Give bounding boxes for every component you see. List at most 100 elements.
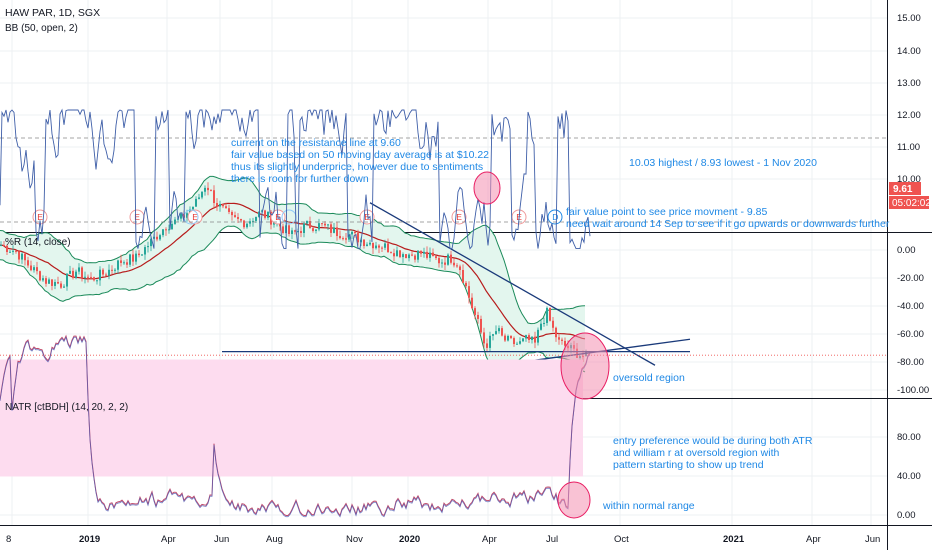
candle-body [57,282,59,284]
candle-body [27,260,29,266]
candle-body [162,229,164,236]
candle-body [522,338,524,342]
candle-body [141,254,143,256]
candle-body [495,331,497,335]
annotation-resistance-line-3: thus its slightly underprice, however du… [231,161,483,173]
candle-body [96,280,98,282]
candle-body [465,282,467,287]
candle-body [210,190,212,192]
candle-body [549,307,551,321]
natr-legend: NATR [ctBDH] (14, 20, 2, 2) [5,402,128,413]
candle-body [78,267,80,272]
candle-body [114,269,116,271]
time-tick: Apr [806,534,821,545]
candle-body [219,204,221,207]
marker-label: E [134,212,140,222]
candle-body [288,225,290,235]
wr-legend: %R (14, close) [5,237,71,248]
candle-body [438,258,440,264]
oversold-circle [560,332,610,400]
candle-body [300,231,302,234]
candle-body [561,339,563,341]
candle-body [435,256,437,259]
candle-body [216,203,218,207]
candle-body [420,250,422,254]
candle-body [3,245,5,247]
candle-body [156,236,158,240]
bb-fill [0,176,585,373]
dividend-marker: D [547,209,563,225]
candle-body [213,190,215,204]
candle-body [345,238,347,240]
candle-body [123,262,125,264]
candle-body [486,343,488,348]
current-price-value: 9.61 [893,184,913,195]
candle-body [357,233,359,243]
candle-body [192,206,194,210]
candle-body [63,286,65,288]
candle-body [228,208,230,212]
wr-tick: -40.00 [897,301,924,312]
annotation-fairvalue-line-1: fair value point to see price movment - … [566,206,768,218]
candle-body [537,329,539,343]
natr-tick: 80.00 [897,432,921,443]
price-tick: 14.00 [897,46,921,57]
candle-body [552,320,554,328]
candle-body [327,224,329,226]
candle-body [75,271,77,278]
normal-range-circle [557,481,591,519]
candle-body [69,270,71,274]
candle-body [375,245,377,249]
candle-body [339,235,341,239]
bb-basis [0,202,586,340]
wr-tick: -80.00 [897,357,924,368]
current-price-badge: 9.61 [889,182,921,195]
earnings-marker: E [129,209,145,225]
time-tick: Apr [482,534,497,545]
candle-body [474,308,476,315]
annotation-resistance-line-1: current on the resistance line at 9.60 [231,137,401,149]
candle-body [147,246,149,248]
candle-body [444,262,446,265]
candle-body [546,307,548,323]
candle-body [234,215,236,218]
candle-body [513,338,515,345]
candle-body [333,227,335,233]
candle-body [18,251,20,260]
marker-label: E [364,212,370,222]
candle-body [87,276,89,278]
candle-body [21,253,23,260]
candle-body [453,262,455,266]
candle-body [273,222,275,225]
time-tick: 2021 [723,534,745,545]
candle-body [51,279,53,286]
earnings-marker: E [187,209,203,225]
candle-body [9,251,11,253]
candle-body [516,343,518,345]
bb-lower [0,225,586,373]
candle-body [66,273,68,287]
candle-body [72,270,74,278]
candle-body [405,254,407,259]
candle-body [396,250,398,257]
candle-body [456,265,458,267]
candle-body [105,274,107,276]
candle-body [315,229,317,231]
candle-body [417,250,419,260]
candle-body [363,239,365,246]
candle-body [201,191,203,198]
price-tick: 13.00 [897,78,921,89]
candle-body [354,231,356,234]
candle-body [348,234,350,240]
candle-body [255,216,257,221]
candle-body [291,230,293,235]
candle-body [429,252,431,258]
annotation-oversold: oversold region [613,372,685,384]
candle-body [492,334,494,336]
candle-body [411,254,413,256]
annotation-highlow: 10.03 highest / 8.93 lowest - 1 Nov 2020 [629,157,817,169]
annotation-resistance-line-4: there is room for further down [231,173,369,185]
candle-body [24,253,26,261]
candle-body [144,247,146,255]
bb-upper [0,175,586,325]
